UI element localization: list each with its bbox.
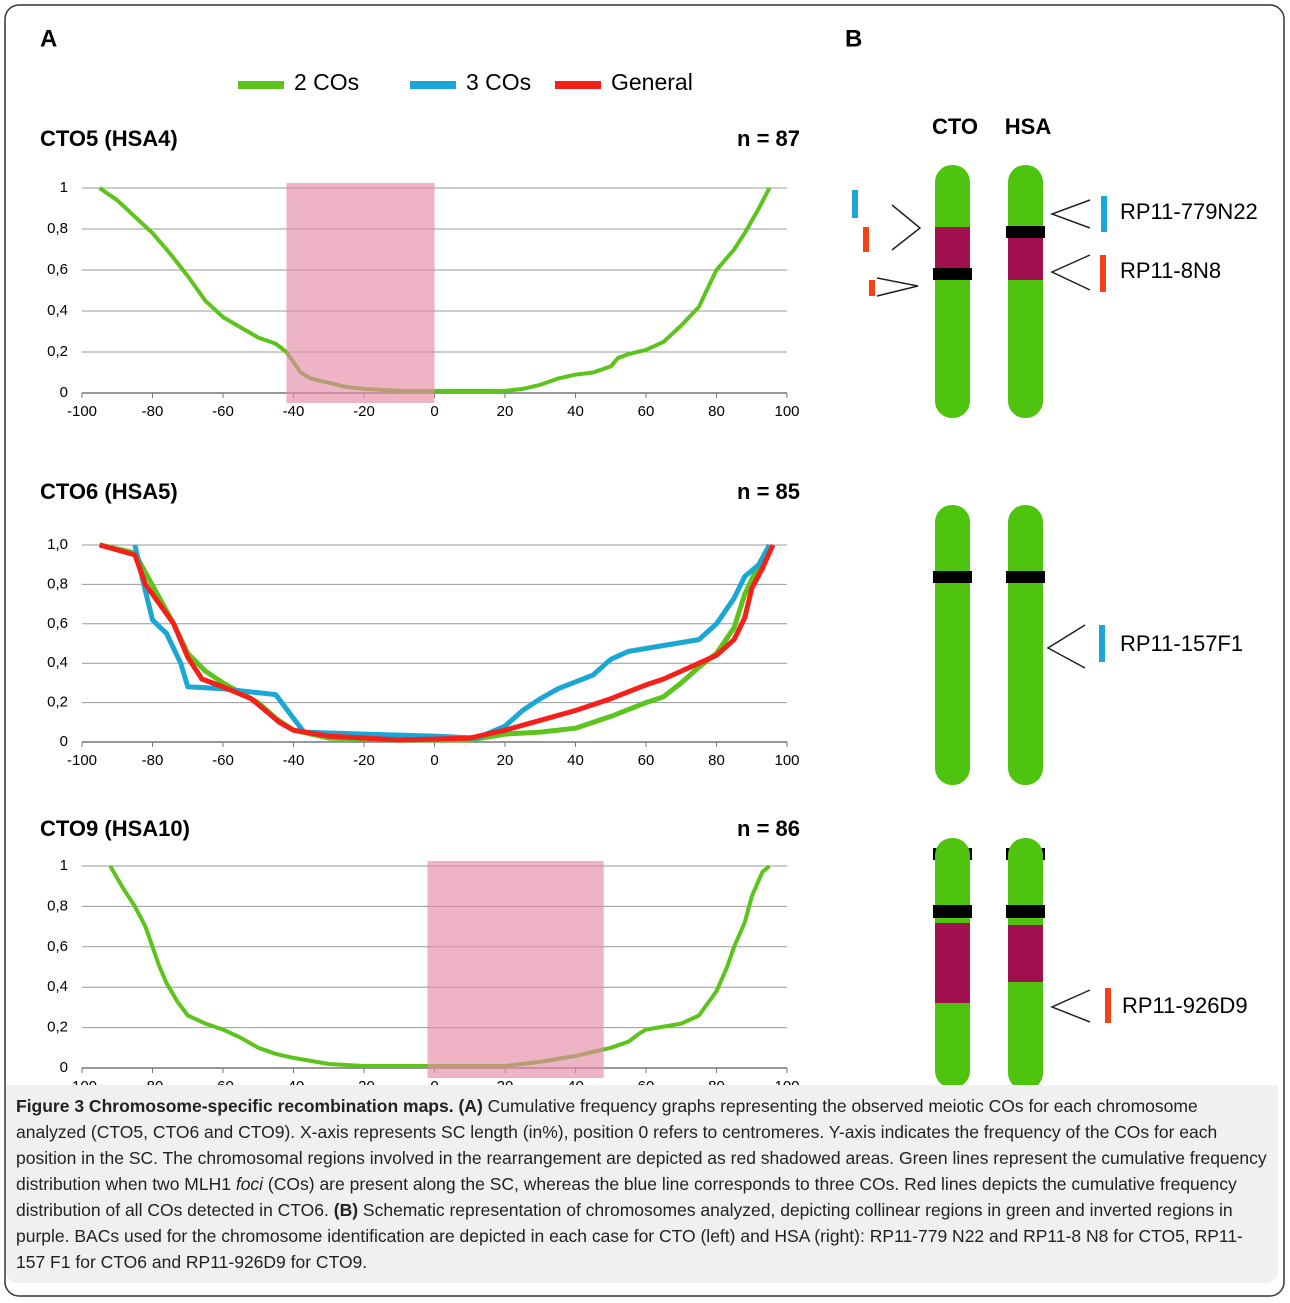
chart-title: CTO6 (HSA5) [40,479,178,504]
x-tick-label: 40 [567,403,584,420]
x-tick-label: 0 [430,403,438,420]
bac-markers [852,190,1111,1023]
y-tick-label: 0,6 [47,261,68,278]
column-label: HSA [1005,114,1052,139]
legend-label: General [611,69,693,95]
annotation: n = 87 [737,126,800,151]
figure: A B CTO HSA RP11-779N22 RP11-8N8 RP11-15… [0,0,1290,1303]
y-tick-label: 0,8 [47,575,68,592]
y-tick-label: 1,0 [47,536,68,553]
column-label: CTO [932,114,978,139]
y-tick-label: 0 [60,733,68,750]
x-tick-label: 20 [497,752,514,769]
x-tick-label: -80 [142,752,164,769]
y-tick-label: 0,8 [47,220,68,237]
x-tick-label: 0 [430,752,438,769]
y-tick-label: 1 [60,857,68,874]
y-tick-label: 0,8 [47,897,68,914]
chart-title: CTO5 (HSA4) [40,126,178,151]
x-tick-label: -20 [353,752,375,769]
x-tick-label: -100 [67,752,97,769]
x-tick-label: 100 [774,752,799,769]
y-tick-label: 1 [60,179,68,196]
y-tick-label: 0 [60,1059,68,1076]
x-tick-label: 100 [774,403,799,420]
caption-label: (B) [334,1200,358,1220]
x-tick-label: -80 [142,403,164,420]
chart-title: CTO9 (HSA10) [40,816,190,841]
legend-label: 2 COs [294,69,359,95]
x-tick-label: -40 [283,752,305,769]
y-tick-label: 0,6 [47,938,68,955]
x-tick-label: 80 [708,403,725,420]
caption-title: Figure 3 Chromosome-specific recombinati… [16,1096,454,1116]
caption-text: foci [236,1174,263,1194]
series-line [135,545,770,738]
x-tick-label: 60 [638,752,655,769]
y-tick-label: 0,4 [47,654,68,671]
panel-label: B [845,25,862,52]
bac-label: RP11-779N22 [1120,199,1258,224]
x-tick-label: -60 [212,752,234,769]
x-tick-label: 60 [638,403,655,420]
y-tick-label: 0,2 [47,694,68,711]
annotation: n = 85 [737,479,800,504]
legend-label: 3 COs [466,69,531,95]
bac-label: RP11-8N8 [1120,258,1221,283]
y-tick-label: 0 [60,384,68,401]
shaded-region [427,861,603,1078]
x-tick-label: -60 [212,403,234,420]
x-tick-label: -100 [67,403,97,420]
y-tick-label: 0,2 [47,343,68,360]
caption: Figure 3 Chromosome-specific recombinati… [6,1085,1278,1283]
x-tick-label: 40 [567,752,584,769]
x-tick-label: 80 [708,752,725,769]
series-line [100,188,770,391]
y-tick-label: 0,2 [47,1019,68,1036]
annotation: n = 86 [737,816,800,841]
x-tick-label: 20 [497,403,514,420]
y-tick-label: 0,6 [47,615,68,632]
caption-label: (A) [458,1096,482,1116]
panel-label: A [40,25,57,52]
x-tick-label: -40 [283,403,305,420]
x-tick-label: -20 [353,403,375,420]
shaded-region [286,183,434,403]
bac-label: RP11-157F1 [1120,631,1243,656]
y-tick-label: 0,4 [47,302,68,319]
chromosomes [933,165,1045,1090]
bac-label: RP11-926D9 [1122,993,1248,1018]
y-tick-label: 0,4 [47,978,68,995]
